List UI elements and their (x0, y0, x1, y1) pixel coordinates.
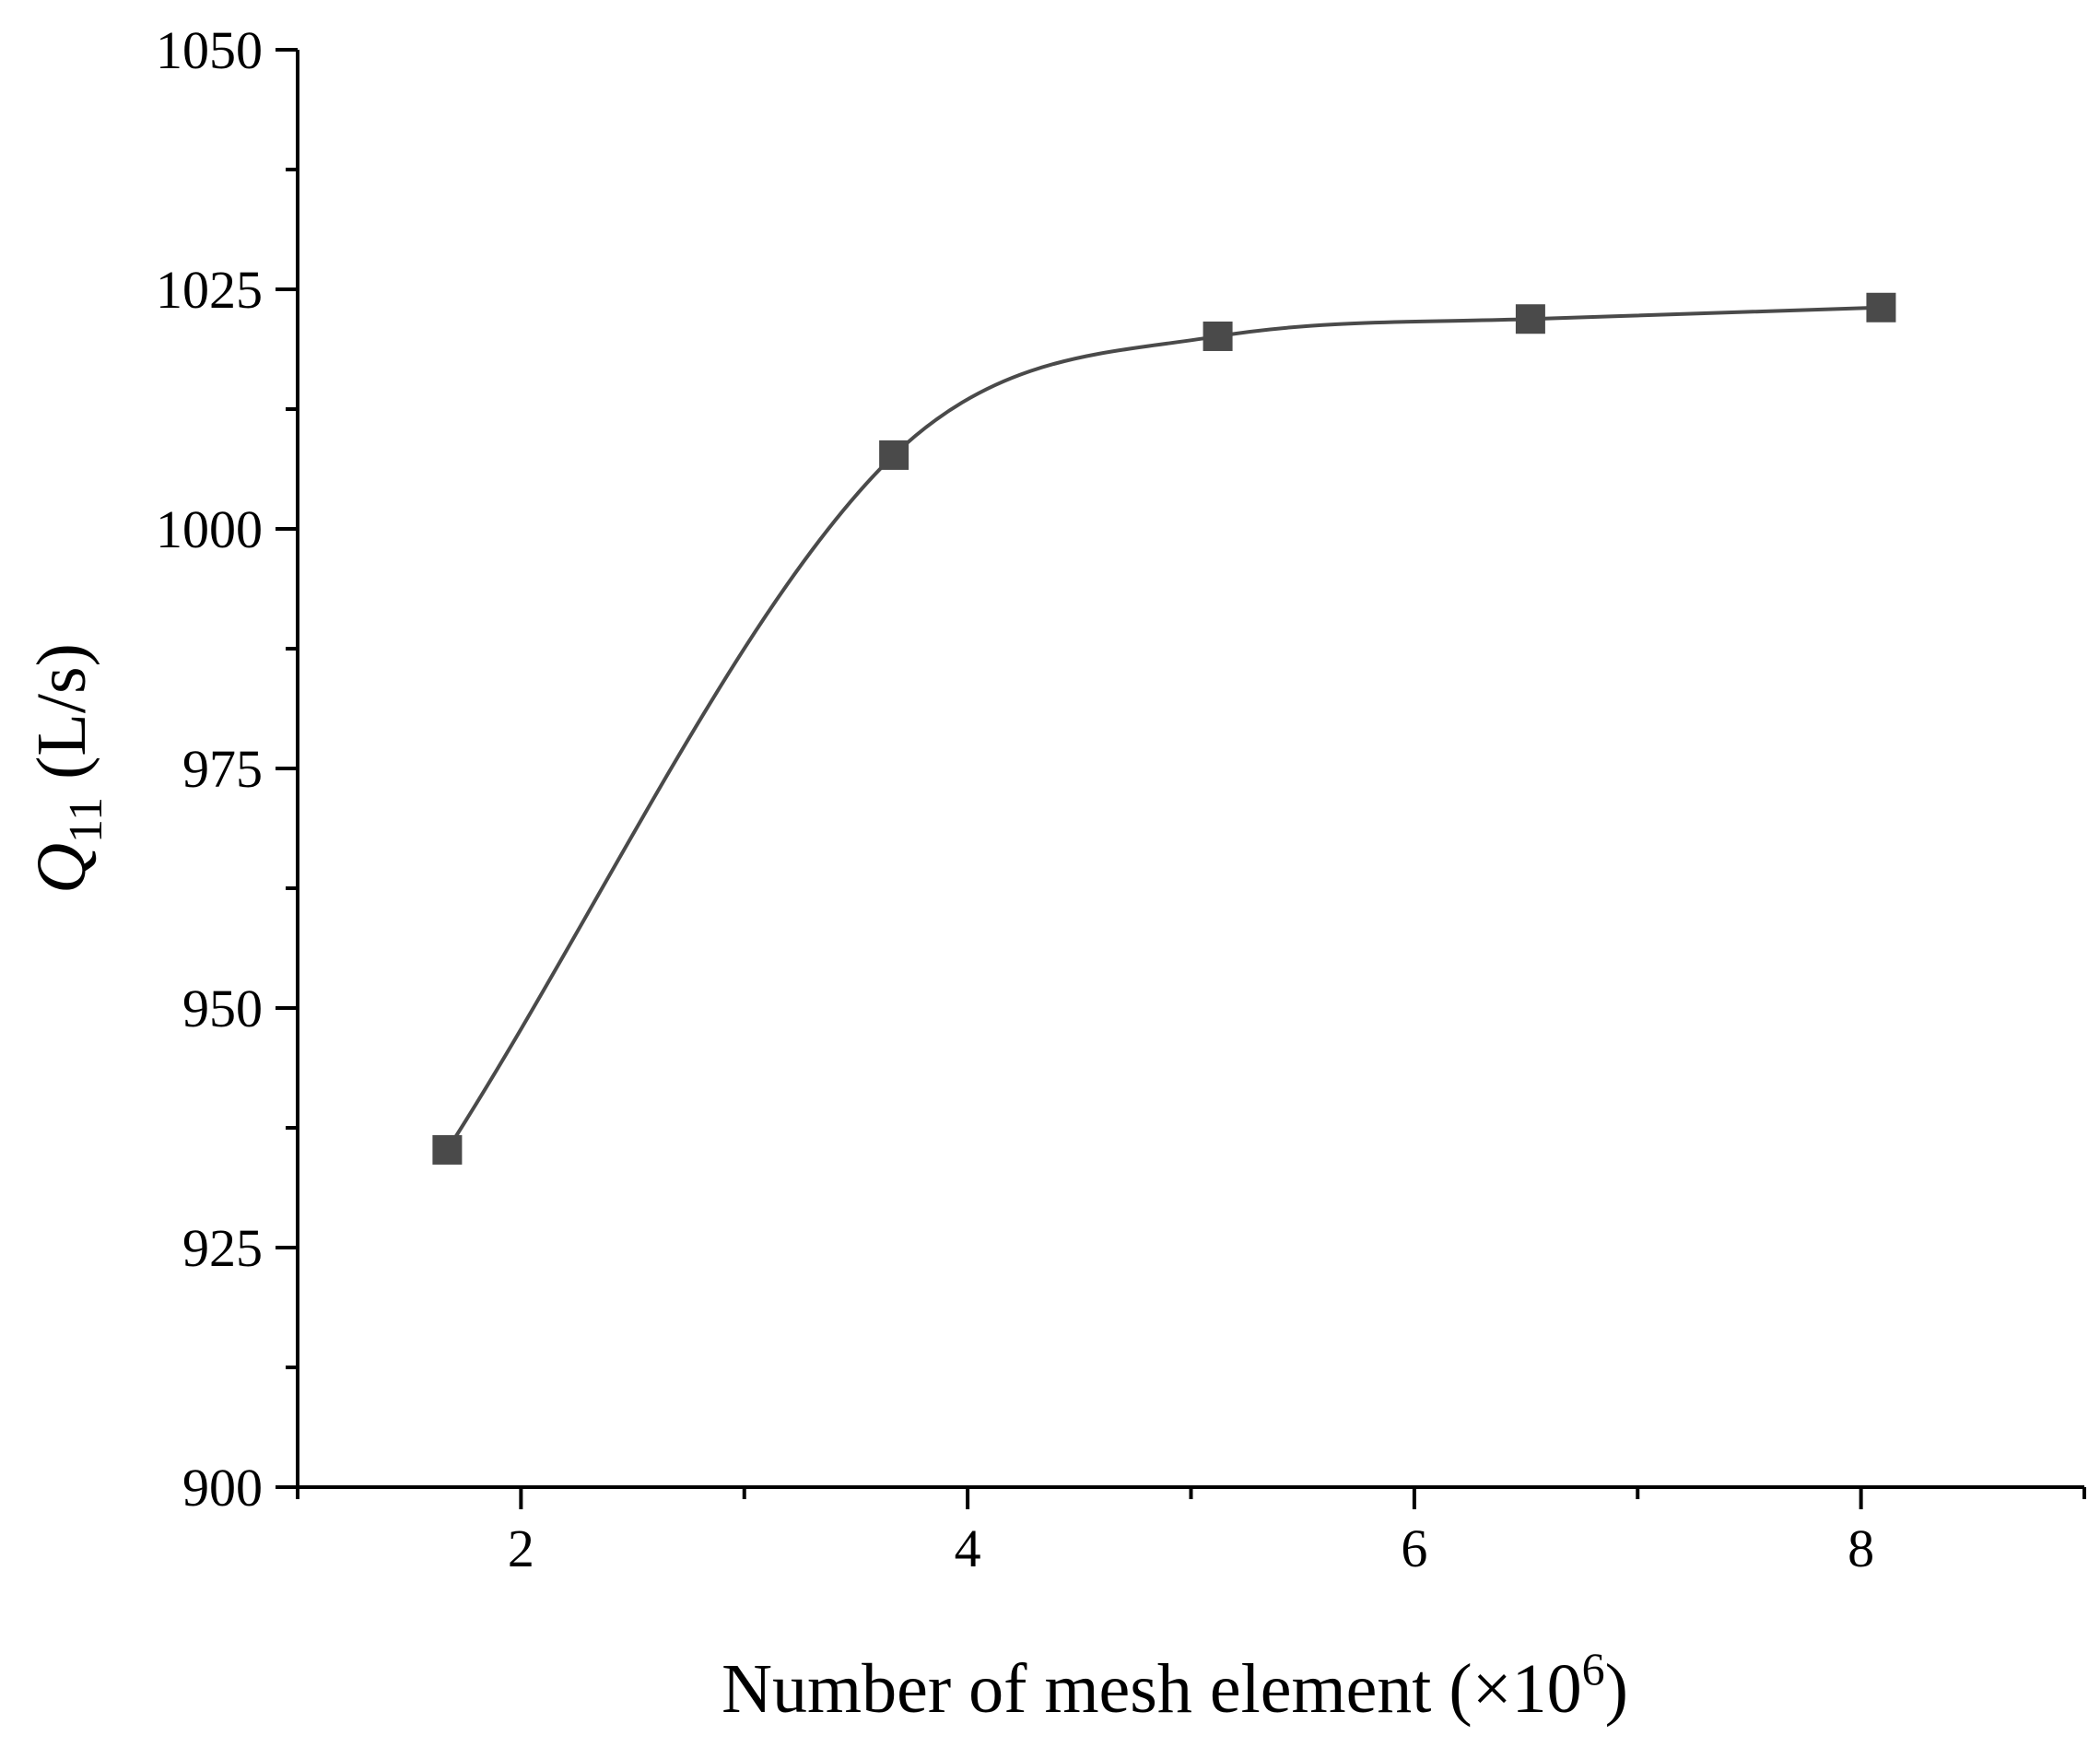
y-tick-label: 925 (182, 1218, 263, 1278)
data-point-marker (432, 1134, 463, 1165)
y-tick-label: 900 (182, 1458, 263, 1518)
x-tick-label: 2 (508, 1518, 534, 1578)
y-tick-label: 1025 (156, 260, 263, 320)
data-point-marker (1515, 304, 1545, 334)
data-point-marker (1203, 321, 1233, 351)
x-tick-label: 6 (1401, 1518, 1427, 1578)
x-ticks: 2 4 6 8 (296, 1487, 2086, 1578)
y-tick-label: 950 (182, 979, 263, 1038)
x-tick-label: 4 (955, 1518, 981, 1578)
y-ticks: 900 925 950 975 1000 1025 1050 (156, 20, 298, 1518)
x-axis-title: Number of mesh element (×106) (722, 1643, 1628, 1728)
y-tick-label: 975 (182, 739, 263, 799)
y-tick-label: 1050 (156, 20, 263, 80)
data-point-marker (1866, 292, 1896, 322)
x-axis-title-text: Number of mesh element (×10 (722, 1650, 1582, 1728)
y-tick-label: 1000 (156, 499, 263, 559)
x-axis-title-suffix: ) (1605, 1650, 1628, 1728)
y-axis-title: Q11 (L/s) (23, 643, 112, 894)
y-axis-title-unit: (L/s) (23, 643, 100, 797)
data-point-marker (879, 440, 909, 470)
series-line (445, 305, 1882, 1152)
y-axis-title-subscript: 11 (60, 797, 112, 843)
y-axis-title-symbol: Q (23, 843, 100, 894)
x-axis-title-superscript: 6 (1582, 1643, 1605, 1694)
x-tick-label: 8 (1848, 1518, 1874, 1578)
series-layer (432, 292, 1896, 1165)
plot-area: 900 925 950 975 1000 1025 1050 2 4 6 8 (156, 20, 2086, 1578)
